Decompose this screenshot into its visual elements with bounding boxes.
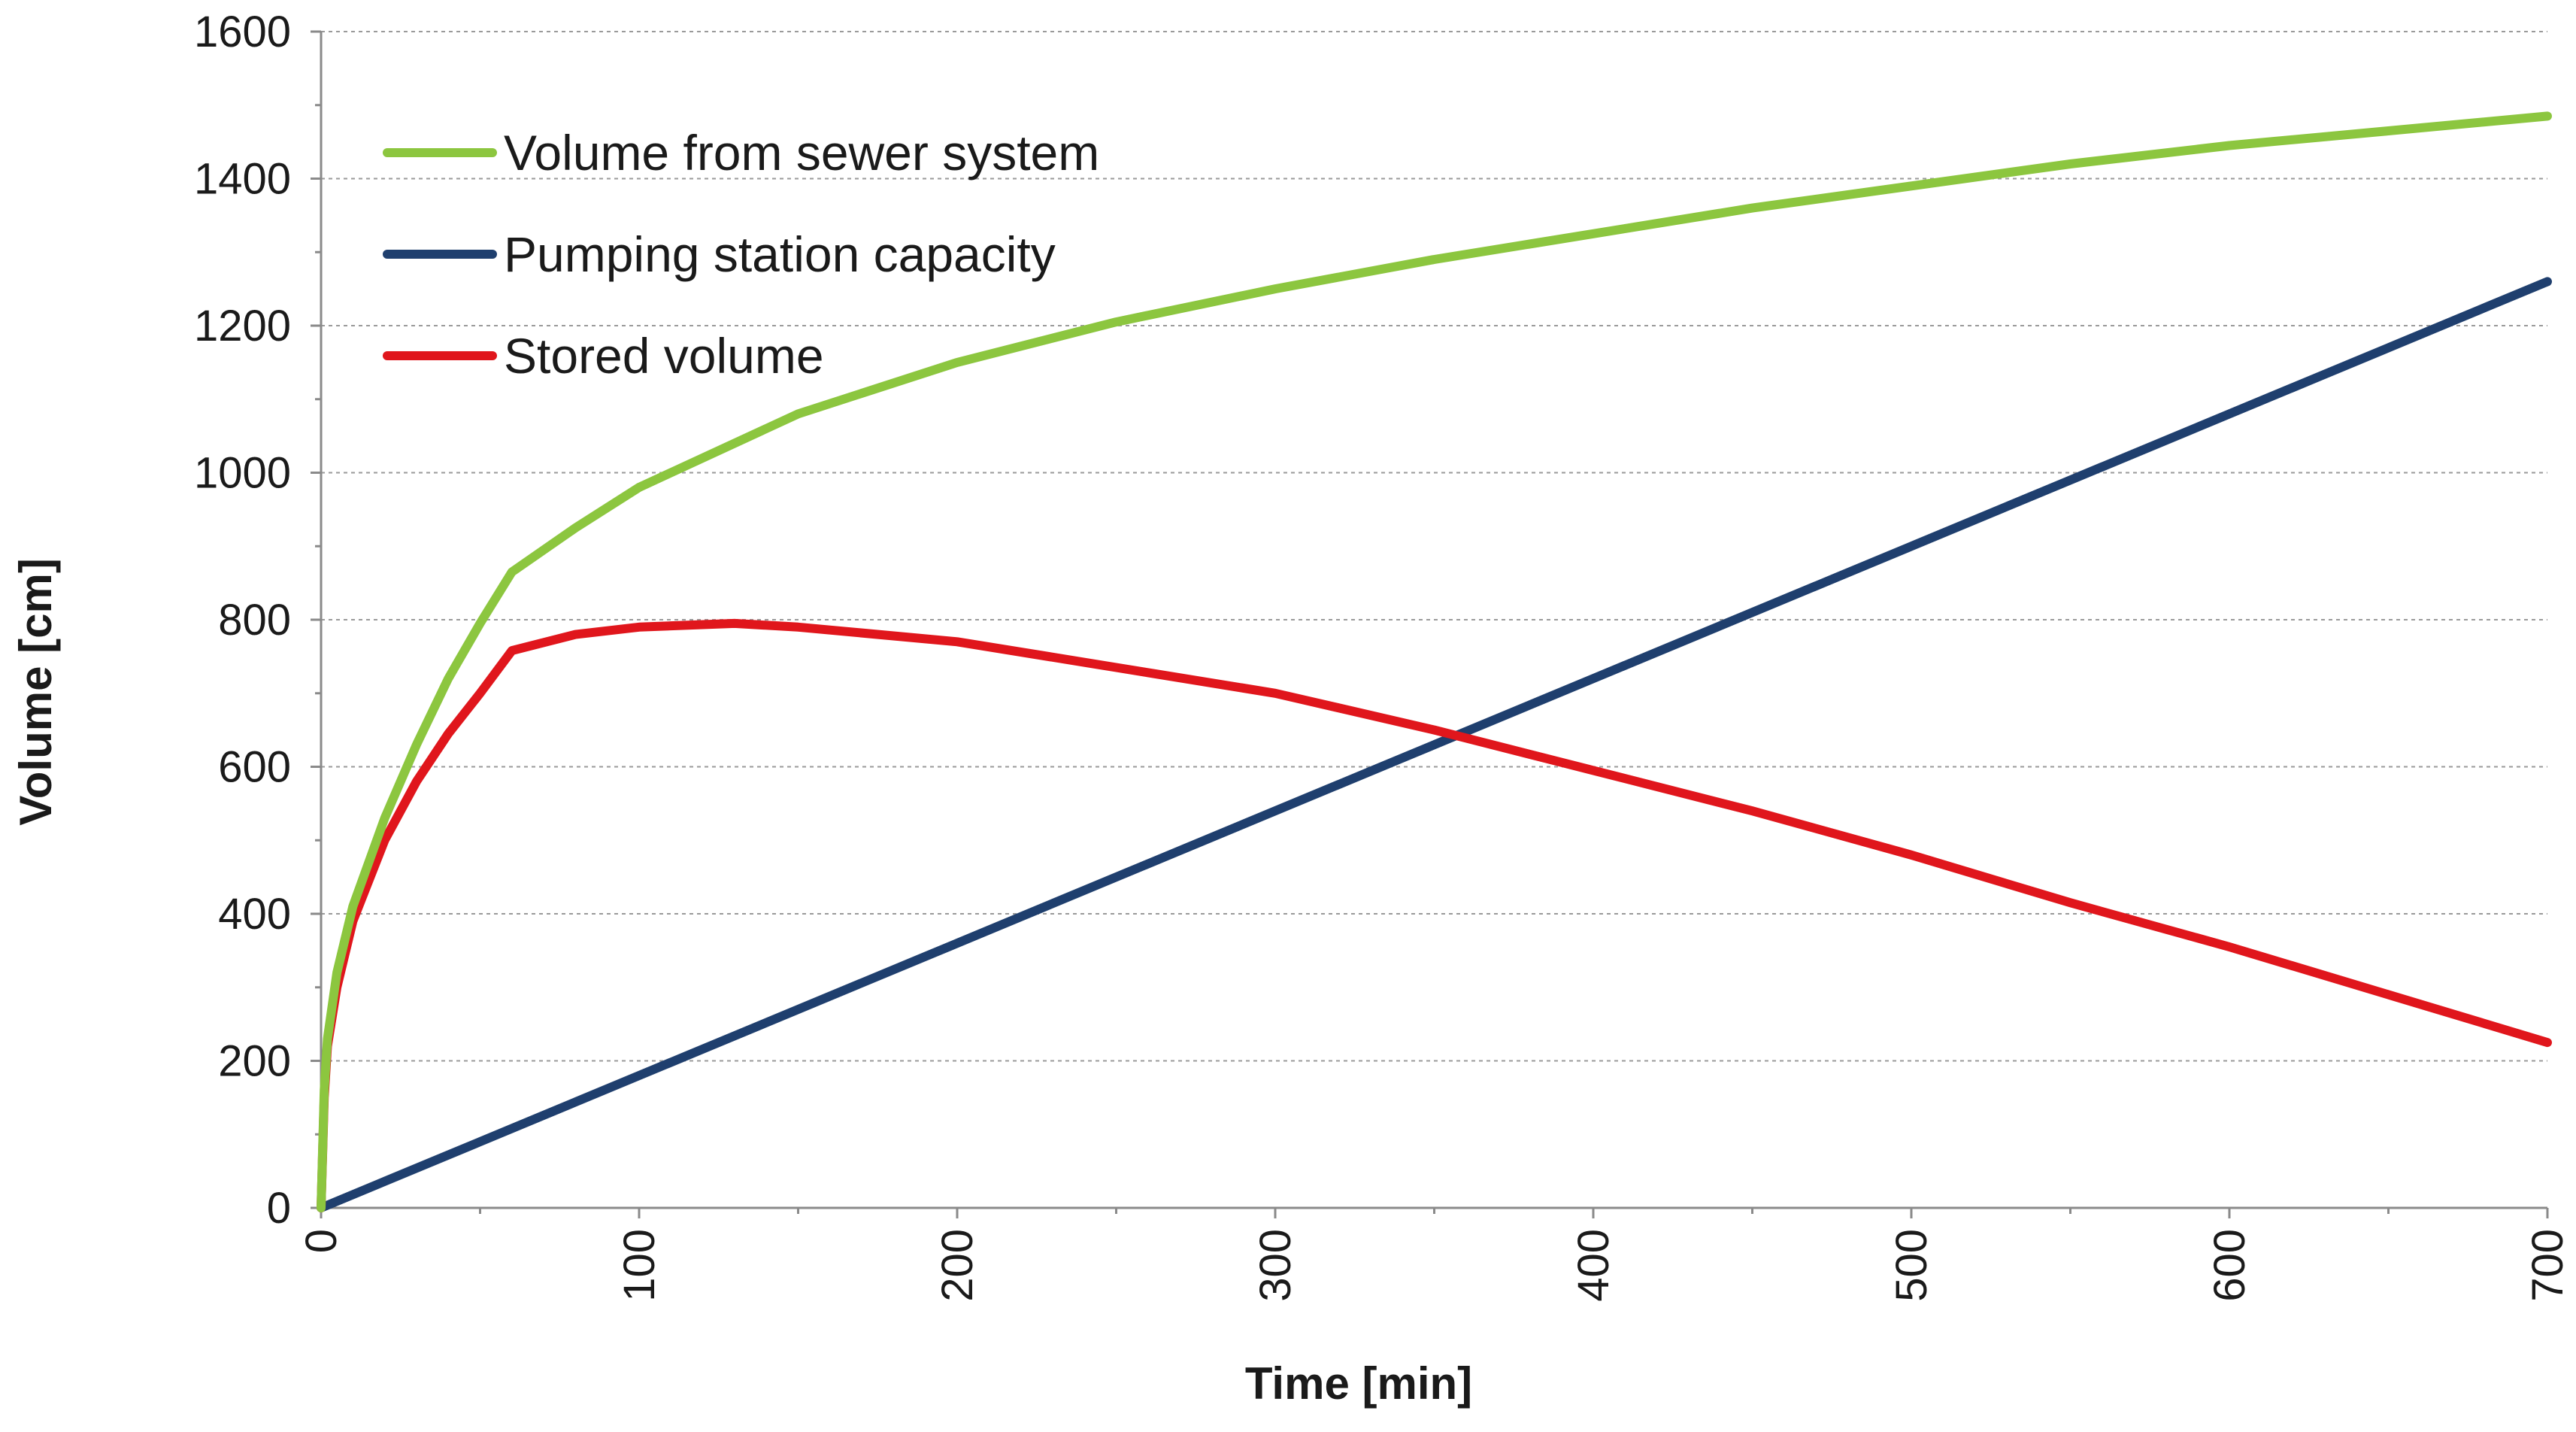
x-tick-label: 500: [1887, 1229, 1936, 1302]
y-axis-title: Volume [cm]: [11, 558, 61, 826]
series-lines: [317, 111, 2552, 1212]
y-tick-label: 200: [218, 1037, 291, 1086]
legend: Volume from sewer system Pumping station …: [383, 125, 1099, 384]
series-line-volume-from-sewer-system: [317, 111, 2552, 1212]
x-axis-title: Time [min]: [1245, 1358, 1472, 1409]
x-axis-ticks: 0 100 200 300 400 500 600 700: [297, 1208, 2572, 1302]
y-tick-label: 1400: [194, 155, 291, 204]
x-tick-label: 300: [1251, 1229, 1300, 1302]
gridlines: [321, 31, 2547, 1062]
legend-label-pumping-station-capacity: Pumping station capacity: [504, 226, 1056, 282]
x-tick-label: 200: [933, 1229, 982, 1302]
x-tick-label: 100: [615, 1229, 664, 1302]
y-tick-label: 0: [267, 1184, 291, 1233]
y-tick-label: 800: [218, 596, 291, 645]
y-tick-label: 600: [218, 743, 291, 792]
y-tick-label: 1600: [194, 8, 291, 56]
x-tick-label: 600: [2205, 1229, 2254, 1302]
x-tick-label: 400: [1569, 1229, 1618, 1302]
y-axis-ticks: 0 200 400 600 800 1000 1200 1400 1600: [194, 8, 321, 1233]
series-line-pumping-station-capacity: [317, 277, 2552, 1212]
legend-label-volume-from-sewer-system: Volume from sewer system: [504, 125, 1099, 181]
y-tick-label: 1000: [194, 449, 291, 498]
y-tick-label: 400: [218, 890, 291, 939]
series-line-stored-volume: [317, 618, 2552, 1212]
legend-label-stored-volume: Stored volume: [504, 328, 824, 384]
y-tick-label: 1200: [194, 302, 291, 350]
x-tick-label: 0: [297, 1229, 346, 1253]
x-tick-label: 700: [2523, 1229, 2572, 1302]
